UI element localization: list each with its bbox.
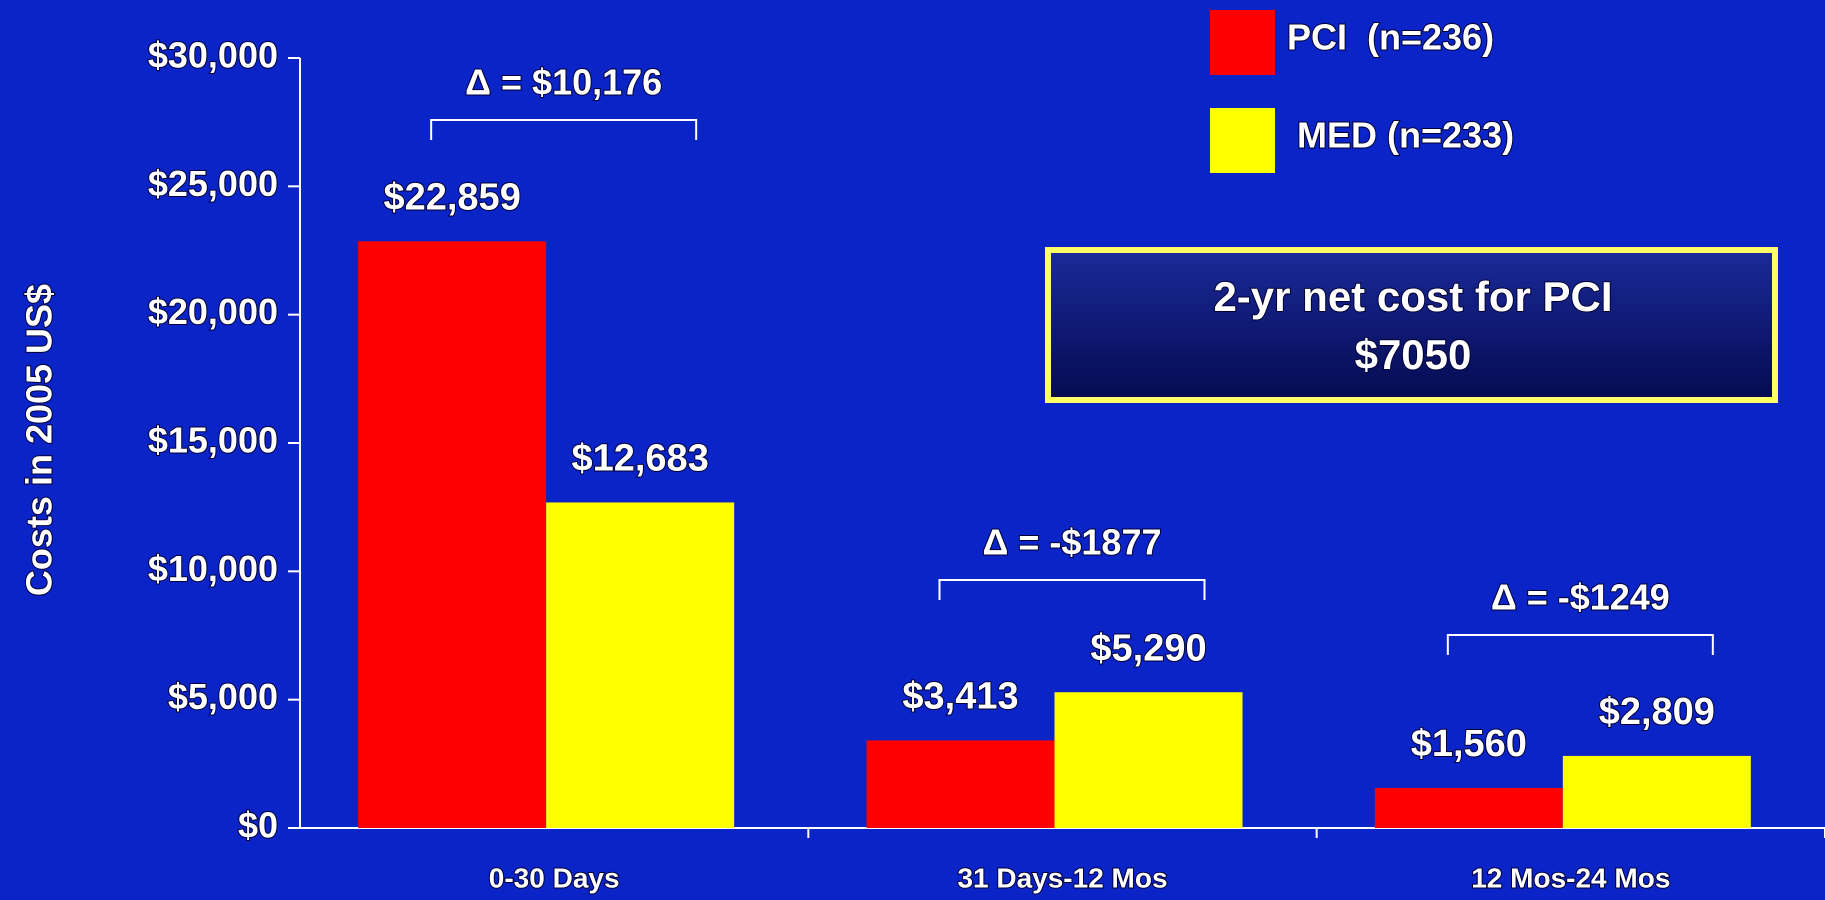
- delta-annotation: Δ = -$1249: [1491, 577, 1670, 618]
- y-tick-label: $20,000: [148, 291, 278, 332]
- delta-bracket: [1446, 634, 1714, 655]
- bar: [1374, 787, 1563, 828]
- legend-swatch: [1210, 108, 1275, 173]
- y-tick-label: $10,000: [148, 548, 278, 589]
- delta-bracket: [938, 579, 1206, 600]
- legend-label: PCI (n=236): [1287, 17, 1494, 58]
- value-label: $12,683: [571, 438, 708, 480]
- delta-bracket: [430, 119, 698, 140]
- callout-text: $7050: [1355, 331, 1472, 378]
- y-tick-label: $25,000: [148, 163, 278, 204]
- y-axis-label: Costs in 2005 US$: [19, 284, 60, 596]
- bar: [866, 740, 1055, 828]
- bar: [1054, 692, 1243, 828]
- callout-text: 2-yr net cost for PCI: [1213, 273, 1612, 320]
- bar: [1562, 755, 1751, 828]
- value-label: $3,413: [902, 675, 1018, 717]
- legend-label: MED (n=233): [1297, 115, 1514, 156]
- y-tick-label: $0: [238, 805, 278, 846]
- delta-annotation: Δ = -$1877: [983, 522, 1162, 563]
- x-tick-label: 0-30 Days: [489, 862, 620, 893]
- legend-swatch: [1210, 10, 1275, 75]
- bar: [546, 502, 735, 828]
- value-label: $1,560: [1411, 723, 1527, 765]
- value-label: $22,859: [383, 176, 520, 218]
- value-label: $2,809: [1599, 691, 1715, 733]
- y-tick-label: $30,000: [148, 35, 278, 76]
- delta-annotation: Δ = $10,176: [465, 62, 662, 103]
- x-tick-label: 31 Days-12 Mos: [957, 862, 1167, 893]
- y-tick-label: $15,000: [148, 420, 278, 461]
- y-tick-label: $5,000: [168, 676, 278, 717]
- value-label: $5,290: [1090, 627, 1206, 669]
- x-tick-label: 12 Mos-24 Mos: [1471, 862, 1670, 893]
- callout-box: [1045, 247, 1778, 403]
- bar: [358, 241, 547, 829]
